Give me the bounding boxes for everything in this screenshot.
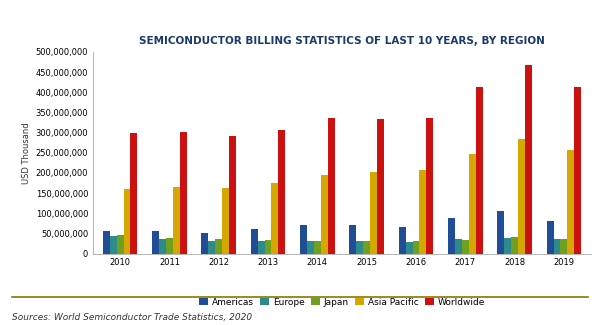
- Title: SEMICONDUCTOR BILLING STATISTICS OF LAST 10 YEARS, BY REGION: SEMICONDUCTOR BILLING STATISTICS OF LAST…: [139, 36, 545, 46]
- Bar: [462, 240, 469, 254]
- Bar: [124, 189, 130, 254]
- Bar: [180, 132, 187, 254]
- Bar: [511, 237, 518, 254]
- Bar: [130, 133, 137, 254]
- Bar: [406, 242, 413, 254]
- Bar: [518, 139, 525, 254]
- Bar: [173, 187, 180, 254]
- Bar: [278, 130, 285, 254]
- Bar: [377, 119, 384, 254]
- Bar: [271, 183, 278, 254]
- Bar: [116, 235, 124, 254]
- Bar: [300, 225, 307, 254]
- Bar: [208, 241, 215, 254]
- Bar: [448, 218, 455, 254]
- Bar: [476, 87, 482, 254]
- Bar: [554, 240, 560, 254]
- Y-axis label: USD Thousand: USD Thousand: [22, 122, 31, 184]
- Bar: [159, 239, 166, 254]
- Bar: [215, 240, 222, 254]
- Bar: [399, 227, 406, 254]
- Bar: [568, 150, 574, 254]
- Bar: [370, 172, 377, 254]
- Bar: [497, 211, 504, 254]
- Legend: Americas, Europe, Japan, Asia Pacific, Worldwide: Americas, Europe, Japan, Asia Pacific, W…: [196, 294, 488, 310]
- Bar: [504, 238, 511, 254]
- Bar: [349, 225, 356, 254]
- Bar: [307, 240, 314, 254]
- Bar: [469, 153, 476, 254]
- Bar: [427, 118, 433, 254]
- Bar: [166, 238, 173, 254]
- Bar: [574, 87, 581, 254]
- Bar: [229, 136, 236, 254]
- Bar: [356, 241, 363, 254]
- Bar: [152, 231, 159, 254]
- Bar: [363, 241, 370, 254]
- Bar: [265, 240, 271, 254]
- Bar: [525, 65, 532, 254]
- Bar: [251, 228, 257, 254]
- Bar: [328, 119, 335, 254]
- Bar: [222, 188, 229, 254]
- Bar: [547, 221, 554, 254]
- Bar: [110, 236, 116, 254]
- Bar: [455, 240, 462, 254]
- Text: Sources: World Semiconductor Trade Statistics, 2020: Sources: World Semiconductor Trade Stati…: [12, 313, 252, 322]
- Bar: [202, 233, 208, 254]
- Bar: [257, 240, 265, 254]
- Bar: [321, 175, 328, 254]
- Bar: [560, 240, 568, 254]
- Bar: [419, 170, 427, 254]
- Bar: [413, 241, 419, 254]
- Bar: [103, 231, 110, 254]
- Bar: [314, 240, 321, 254]
